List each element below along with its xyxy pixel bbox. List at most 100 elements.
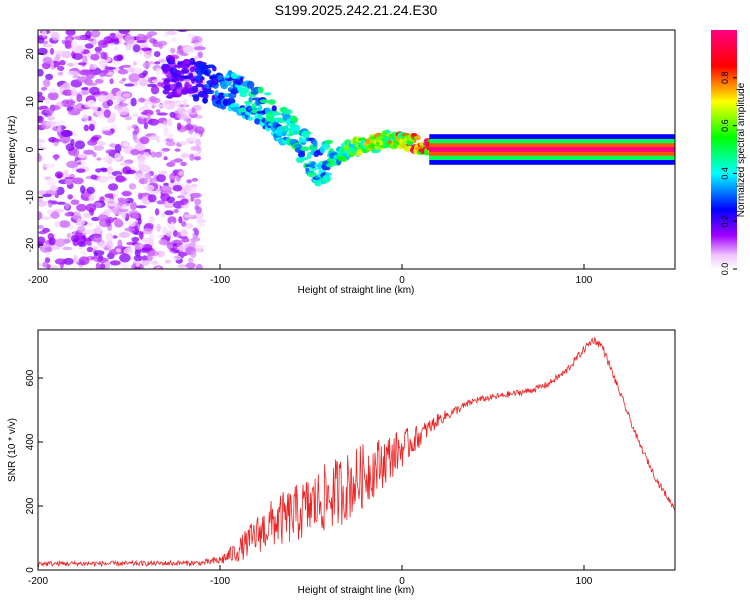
noise-speckle (68, 98, 75, 108)
noise-speckle (132, 61, 137, 66)
noise-speckle (141, 244, 153, 251)
noise-speckle (128, 221, 136, 227)
noise-speckle (85, 203, 97, 212)
noise-speckle (54, 220, 61, 228)
noise-speckle (154, 208, 160, 216)
noise-speckle (138, 78, 148, 87)
colorbar-tick-label: 0.0 (720, 263, 730, 276)
noise-speckle (167, 118, 173, 127)
noise-speckle (190, 146, 202, 151)
noise-speckle (185, 262, 196, 269)
noise-speckle (87, 38, 94, 42)
noise-speckle (132, 44, 141, 53)
noise-speckle (195, 138, 201, 148)
noise-speckle (95, 262, 101, 269)
noise-speckle (85, 71, 95, 80)
noise-speckle (121, 77, 127, 82)
noise-speckle (183, 46, 194, 54)
noise-speckle (64, 178, 73, 186)
noise-speckle (192, 227, 198, 233)
noise-speckle (191, 185, 197, 193)
noise-speckle (74, 140, 86, 150)
noise-speckle (118, 66, 124, 70)
noise-speckle (64, 40, 72, 49)
noise-speckle (58, 85, 65, 93)
noise-speckle (163, 120, 168, 126)
ridge-blob (297, 152, 306, 158)
noise-speckle (38, 142, 42, 147)
noise-speckle (80, 250, 88, 256)
snr-frame (37, 329, 676, 571)
noise-speckle (73, 254, 78, 263)
noise-speckle (81, 87, 90, 91)
noise-speckle (192, 133, 201, 137)
ridge-blob (247, 116, 253, 121)
noise-speckle (137, 97, 147, 103)
noise-speckle (40, 86, 48, 91)
ridge-blob (322, 174, 331, 182)
noise-speckle (141, 255, 149, 261)
noise-speckle (139, 136, 150, 145)
noise-speckle (138, 50, 143, 55)
noise-speckle (171, 36, 177, 43)
noise-speckle (84, 43, 94, 49)
ridge-blob (283, 109, 293, 115)
ridge-blob (202, 97, 209, 104)
noise-speckle (155, 266, 161, 269)
noise-speckle (41, 30, 47, 37)
noise-speckle (176, 122, 182, 130)
noise-speckle (76, 218, 86, 226)
noise-speckle (173, 255, 182, 261)
ridge-blob (324, 139, 334, 145)
noise-speckle (64, 176, 74, 180)
noise-speckle (106, 99, 114, 107)
signal-band (429, 147, 675, 152)
noise-speckle (89, 64, 97, 70)
noise-speckle (180, 204, 189, 209)
noise-speckle (64, 169, 69, 177)
noise-speckle (194, 126, 205, 135)
noise-speckle (184, 214, 195, 218)
noise-speckle (134, 242, 145, 249)
noise-speckle (161, 148, 171, 152)
noise-speckle (38, 138, 44, 143)
noise-speckle (95, 51, 102, 55)
noise-speckle (76, 93, 83, 102)
noise-speckle (186, 118, 192, 125)
noise-speckle (157, 82, 163, 87)
colorbar-tick-label: 0.6 (720, 119, 730, 132)
noise-speckle (146, 254, 153, 262)
noise-speckle (48, 88, 58, 94)
noise-speckle (163, 103, 172, 109)
noise-speckle (38, 95, 46, 102)
noise-speckle (88, 197, 94, 202)
noise-speckle (74, 35, 86, 41)
ridge-blob (192, 95, 200, 102)
noise-speckle (70, 235, 80, 243)
ridge-blob (248, 97, 253, 103)
noise-speckle (66, 70, 79, 76)
noise-speckle (121, 191, 131, 197)
noise-speckle (155, 109, 161, 114)
noise-speckle (170, 247, 176, 252)
noise-speckle (137, 217, 142, 225)
spectrogram-y-label: Frequency (Hz) (7, 116, 18, 185)
noise-speckle (150, 97, 161, 104)
noise-speckle (115, 175, 126, 183)
noise-speckle (178, 244, 184, 253)
noise-speckle (38, 190, 48, 195)
noise-speckle (118, 30, 130, 34)
noise-speckle (148, 233, 154, 242)
colorbar-tick-label: 0.8 (720, 72, 730, 85)
noise-speckle (88, 123, 95, 132)
noise-speckle (133, 255, 143, 262)
snr-x-tick-label: 100 (576, 576, 593, 587)
spectrogram-y-tick-label: 0 (25, 146, 36, 152)
noise-speckle (62, 246, 73, 251)
noise-speckle (44, 257, 51, 264)
noise-speckle (158, 59, 166, 63)
noise-speckle (83, 212, 91, 219)
spectrogram-y-tick-label: 10 (25, 96, 36, 108)
noise-speckle (189, 153, 195, 161)
